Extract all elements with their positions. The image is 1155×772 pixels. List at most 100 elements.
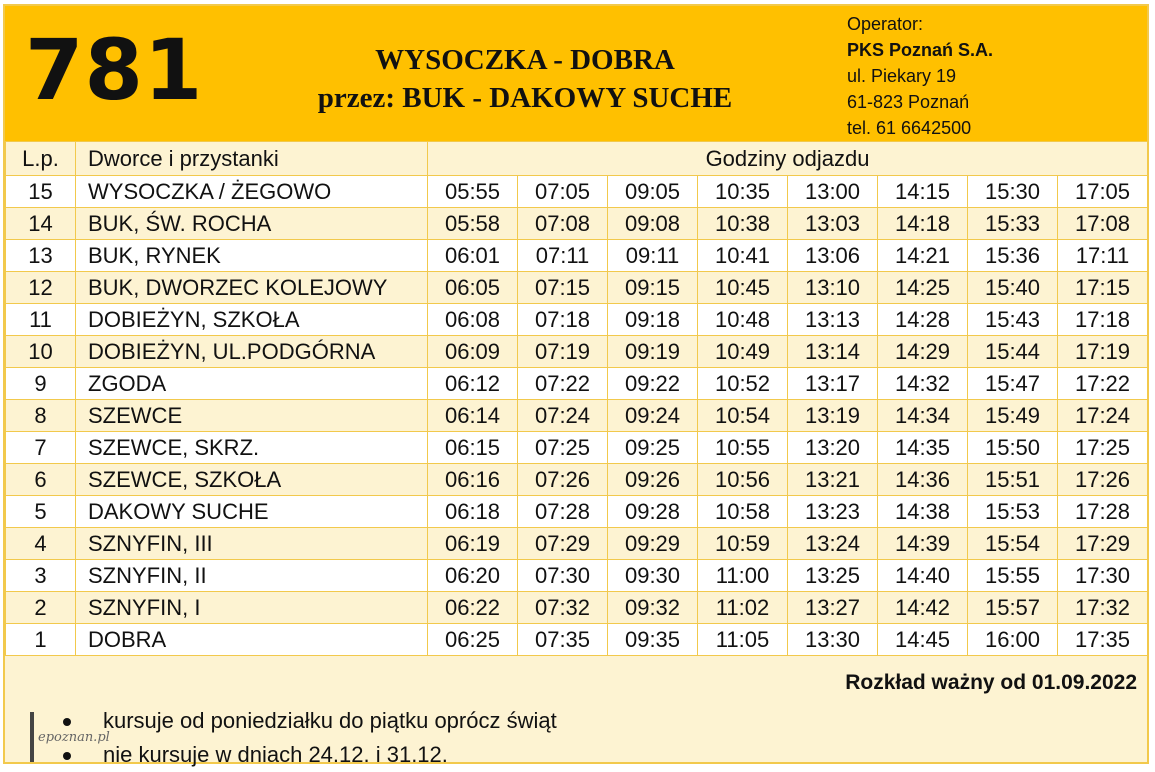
- stop-number: 1: [5, 623, 76, 656]
- route-number: 781: [25, 21, 204, 119]
- departure-time: 11:02: [697, 591, 788, 624]
- departure-time: 09:19: [607, 335, 698, 368]
- departure-time: 06:25: [427, 623, 518, 656]
- departure-time: 09:05: [607, 175, 698, 208]
- departure-time: 10:56: [697, 463, 788, 496]
- departure-time: 15:44: [967, 335, 1058, 368]
- departure-time: 09:35: [607, 623, 698, 656]
- table-row: 2 SZNYFIN, I 06:22 07:32 09:32 11:02 13:27 14:4…: [5, 591, 1149, 624]
- departure-time: 07:18: [517, 303, 608, 336]
- table-row: 13 BUK, RYNEK 06:01 07:11 09:11 10:41 13:06 14:…: [5, 239, 1149, 272]
- route-title-line2: przez: BUK - DAKOWY SUCHE: [317, 82, 733, 114]
- stop-number: 10: [5, 335, 76, 368]
- departure-time: 14:25: [877, 271, 968, 304]
- stop-number: 12: [5, 271, 76, 304]
- stop-number: 14: [5, 207, 76, 240]
- watermark-bar: [30, 712, 34, 762]
- departure-time: 13:23: [787, 495, 878, 528]
- stop-name: BUK, DWORZEC KOLEJOWY: [75, 271, 428, 304]
- table-row: 4 SZNYFIN, III 06:19 07:29 09:29 10:59 13:24 14…: [5, 527, 1149, 560]
- departure-time: 10:41: [697, 239, 788, 272]
- departure-time: 06:18: [427, 495, 518, 528]
- operator-city: 61-823 Poznań: [847, 92, 970, 112]
- departure-time: 10:58: [697, 495, 788, 528]
- departure-time: 10:38: [697, 207, 788, 240]
- operator-label: Operator:: [847, 14, 924, 34]
- departure-time: 07:28: [517, 495, 608, 528]
- operator-info: Operator: PKS Poznań S.A. ul. Piekary 19…: [847, 11, 993, 141]
- departure-time: 07:24: [517, 399, 608, 432]
- departure-time: 07:05: [517, 175, 608, 208]
- stop-name: BUK, ŚW. ROCHA: [75, 207, 428, 240]
- departure-time: 07:30: [517, 559, 608, 592]
- header-stops: Dworce i przystanki: [75, 141, 428, 176]
- departure-time: 06:14: [427, 399, 518, 432]
- stop-name: SZEWCE: [75, 399, 428, 432]
- table-row: 12 BUK, DWORZEC KOLEJOWY 06:05 07:15 09:15 10…: [5, 271, 1149, 304]
- departure-time: 17:25: [1056, 431, 1149, 464]
- stop-name: SZNYFIN, I: [75, 591, 428, 624]
- departure-time: 15:51: [967, 463, 1058, 496]
- table-row: 5 DAKOWY SUCHE 06:18 07:28 09:28 10:58 13:23 14…: [5, 495, 1149, 528]
- departure-time: 13:21: [787, 463, 878, 496]
- table-row: 11 DOBIEŻYN, SZKOŁA 06:08 07:18 09:18 10:48 13…: [5, 303, 1149, 336]
- departure-time: 14:39: [877, 527, 968, 560]
- departure-time: 13:19: [787, 399, 878, 432]
- operator-phone: tel. 61 6642500: [847, 118, 972, 138]
- bullet-icon: [63, 752, 71, 760]
- table-row: 9 ZGODA 06:12 07:22 09:22 10:52 13:17 14:32 15:4…: [5, 367, 1149, 400]
- departure-time: 07:29: [517, 527, 608, 560]
- departure-time: 13:30: [787, 623, 878, 656]
- stop-name: SZNYFIN, III: [75, 527, 428, 560]
- stop-name: ZGODA: [75, 367, 428, 400]
- departure-time: 15:53: [967, 495, 1058, 528]
- departure-time: 07:15: [517, 271, 608, 304]
- table-body: 15 WYSOCZKA / ŻEGOWO 05:55 07:05 09:05 10:35 1…: [5, 175, 1149, 656]
- departure-time: 10:52: [697, 367, 788, 400]
- stop-number: 7: [5, 431, 76, 464]
- departure-time: 10:54: [697, 399, 788, 432]
- departure-time: 10:48: [697, 303, 788, 336]
- stop-number: 6: [5, 463, 76, 496]
- departure-time: 09:18: [607, 303, 698, 336]
- departure-time: 07:26: [517, 463, 608, 496]
- table-header-row: L.p. Dworce i przystanki Godziny odjazdu: [5, 141, 1149, 176]
- table-row: 1 DOBRA 06:25 07:35 09:35 11:05 13:30 14:45 16:0…: [5, 623, 1149, 656]
- stop-number: 11: [5, 303, 76, 336]
- departure-table: L.p. Dworce i przystanki Godziny odjazdu…: [5, 141, 1149, 656]
- departure-time: 13:14: [787, 335, 878, 368]
- stop-number: 3: [5, 559, 76, 592]
- stop-number: 2: [5, 591, 76, 624]
- departure-time: 06:01: [427, 239, 518, 272]
- departure-time: 09:28: [607, 495, 698, 528]
- departure-time: 07:11: [517, 239, 608, 272]
- stop-name: SZNYFIN, II: [75, 559, 428, 592]
- route-title: WYSOCZKA - DOBRA przez: BUK - DAKOWY SUC…: [265, 41, 785, 117]
- departure-time: 14:15: [877, 175, 968, 208]
- note-text: kursuje od poniedziałku do piątku oprócz…: [103, 708, 557, 733]
- stop-number: 15: [5, 175, 76, 208]
- departure-time: 14:45: [877, 623, 968, 656]
- stop-number: 8: [5, 399, 76, 432]
- departure-time: 06:09: [427, 335, 518, 368]
- departure-time: 13:27: [787, 591, 878, 624]
- departure-time: 11:05: [697, 623, 788, 656]
- departure-time: 05:58: [427, 207, 518, 240]
- departure-time: 17:11: [1056, 239, 1149, 272]
- departure-time: 15:43: [967, 303, 1058, 336]
- departure-time: 16:00: [967, 623, 1058, 656]
- departure-time: 07:32: [517, 591, 608, 624]
- departure-time: 07:25: [517, 431, 608, 464]
- departure-time: 06:19: [427, 527, 518, 560]
- departure-time: 06:20: [427, 559, 518, 592]
- operator-company: PKS Poznań S.A.: [847, 40, 994, 60]
- table-row: 7 SZEWCE, SKRZ. 06:15 07:25 09:25 10:55 13:20 1…: [5, 431, 1149, 464]
- departure-time: 09:26: [607, 463, 698, 496]
- watermark-text: epoznan.pl: [38, 730, 110, 745]
- table-row: 14 BUK, ŚW. ROCHA 05:58 07:08 09:08 10:38 13:0…: [5, 207, 1149, 240]
- watermark-logo: epoznan.pl: [30, 712, 148, 762]
- route-title-line1: WYSOCZKA - DOBRA: [375, 44, 675, 76]
- departure-time: 09:30: [607, 559, 698, 592]
- valid-from-note: Rozkład ważny od 01.09.2022: [845, 671, 1137, 694]
- departure-time: 15:33: [967, 207, 1058, 240]
